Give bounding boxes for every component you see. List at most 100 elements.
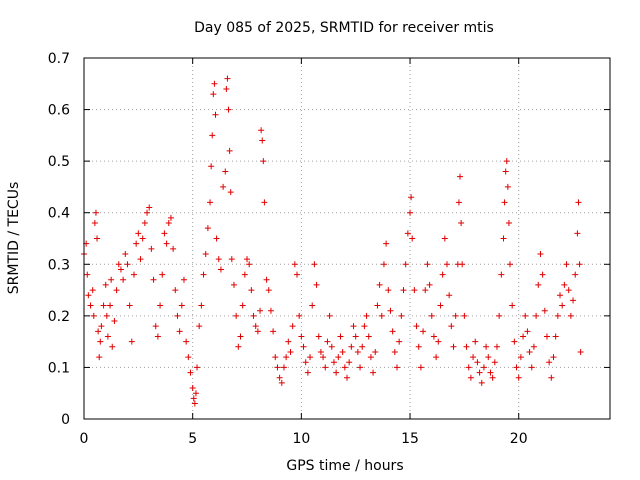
data-point bbox=[354, 348, 361, 355]
data-point bbox=[457, 173, 464, 180]
data-point bbox=[417, 364, 424, 371]
x-tick-label: 15 bbox=[401, 431, 419, 447]
data-point bbox=[137, 256, 144, 263]
data-point bbox=[383, 240, 390, 247]
data-point bbox=[367, 354, 374, 361]
data-point bbox=[141, 220, 148, 227]
data-point bbox=[474, 359, 481, 366]
data-point bbox=[533, 312, 540, 319]
data-point bbox=[211, 80, 218, 87]
data-point bbox=[361, 323, 368, 330]
data-point bbox=[415, 343, 422, 350]
data-point bbox=[576, 261, 583, 268]
y-tick-label: 0.3 bbox=[48, 257, 70, 273]
y-tick-label: 0.7 bbox=[48, 51, 70, 67]
data-point bbox=[92, 209, 99, 216]
x-tick-label: 5 bbox=[188, 431, 197, 447]
data-point bbox=[212, 111, 219, 118]
data-point bbox=[552, 333, 559, 340]
data-point bbox=[498, 271, 505, 278]
data-point bbox=[433, 354, 440, 361]
data-point bbox=[304, 369, 311, 376]
data-point bbox=[144, 209, 151, 216]
data-point bbox=[561, 281, 568, 288]
data-point bbox=[472, 338, 479, 345]
data-point bbox=[315, 333, 322, 340]
data-point bbox=[189, 385, 196, 392]
data-point bbox=[574, 230, 581, 237]
data-point bbox=[501, 199, 508, 206]
data-point bbox=[227, 189, 234, 196]
data-point bbox=[107, 302, 114, 309]
data-point bbox=[535, 281, 542, 288]
data-point bbox=[90, 312, 97, 319]
data-point bbox=[100, 302, 107, 309]
data-point bbox=[196, 323, 203, 330]
data-point bbox=[165, 220, 172, 227]
data-point bbox=[130, 271, 137, 278]
data-point bbox=[546, 359, 553, 366]
data-point bbox=[411, 287, 418, 294]
data-point bbox=[407, 209, 414, 216]
data-point bbox=[128, 338, 135, 345]
x-tick-label: 10 bbox=[292, 431, 310, 447]
data-point bbox=[298, 333, 305, 340]
data-point bbox=[554, 312, 561, 319]
data-point bbox=[339, 348, 346, 355]
data-point bbox=[217, 266, 224, 273]
data-point bbox=[250, 312, 257, 319]
data-point bbox=[493, 343, 500, 350]
data-point bbox=[357, 364, 364, 371]
data-point bbox=[344, 374, 350, 381]
data-point bbox=[224, 75, 231, 82]
data-point bbox=[291, 261, 298, 268]
data-point bbox=[326, 312, 333, 319]
data-point bbox=[502, 168, 509, 175]
data-point bbox=[577, 348, 584, 355]
data-point bbox=[385, 287, 392, 294]
data-point bbox=[276, 374, 283, 381]
data-point bbox=[500, 235, 507, 242]
data-point bbox=[259, 137, 266, 144]
data-points bbox=[81, 75, 584, 407]
data-point bbox=[198, 302, 205, 309]
data-point bbox=[172, 287, 179, 294]
data-point bbox=[391, 348, 398, 355]
data-point bbox=[370, 369, 377, 376]
data-point bbox=[393, 364, 400, 371]
data-point bbox=[437, 302, 444, 309]
x-tick-label: 20 bbox=[510, 431, 528, 447]
data-point bbox=[570, 297, 577, 304]
data-point bbox=[461, 312, 468, 319]
data-point bbox=[505, 220, 512, 227]
data-point bbox=[96, 354, 103, 361]
data-point bbox=[191, 400, 198, 407]
data-point bbox=[455, 199, 462, 206]
data-point bbox=[115, 261, 122, 268]
data-point bbox=[307, 354, 314, 361]
data-point bbox=[89, 287, 96, 294]
data-point bbox=[539, 271, 546, 278]
data-point bbox=[487, 369, 494, 376]
data-point bbox=[176, 328, 183, 335]
data-point bbox=[330, 359, 337, 366]
data-point bbox=[178, 302, 185, 309]
data-point bbox=[559, 302, 566, 309]
data-point bbox=[150, 276, 157, 283]
data-point bbox=[424, 261, 431, 268]
chart-title: Day 085 of 2025, SRMTID for receiver mti… bbox=[194, 20, 494, 36]
data-point bbox=[244, 256, 251, 263]
data-point bbox=[541, 307, 548, 314]
data-point bbox=[235, 343, 242, 350]
data-point bbox=[126, 302, 133, 309]
data-point bbox=[420, 328, 427, 335]
data-point bbox=[522, 312, 529, 319]
y-tick-label: 0.1 bbox=[48, 360, 70, 376]
data-point bbox=[335, 354, 342, 361]
data-point bbox=[322, 364, 329, 371]
data-point bbox=[148, 245, 155, 252]
data-point bbox=[278, 379, 285, 386]
data-point bbox=[167, 214, 174, 221]
data-point bbox=[548, 374, 555, 381]
data-point bbox=[491, 359, 498, 366]
